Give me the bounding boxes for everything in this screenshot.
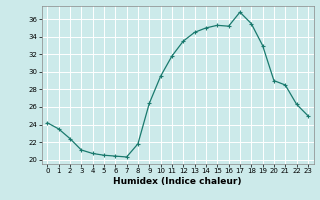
X-axis label: Humidex (Indice chaleur): Humidex (Indice chaleur) <box>113 177 242 186</box>
